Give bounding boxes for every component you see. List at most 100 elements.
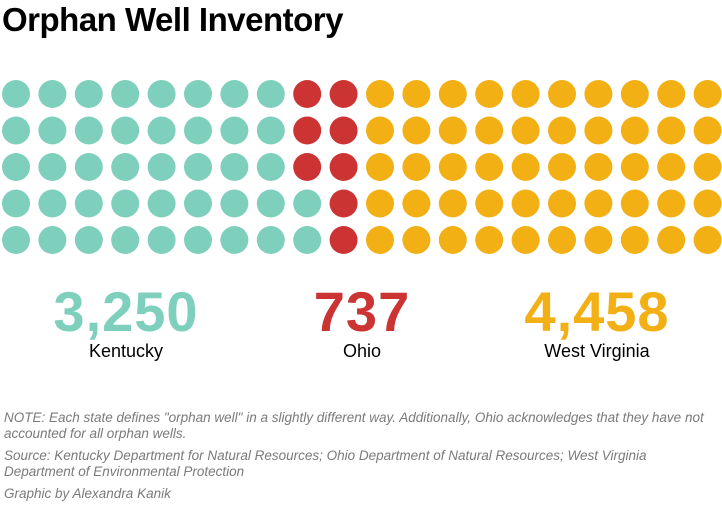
waffle-dot-west-virginia — [693, 226, 722, 254]
waffle-dot-west-virginia — [657, 116, 686, 145]
waffle-dot-kentucky — [184, 153, 212, 181]
waffle-dot-kentucky — [184, 116, 212, 145]
waffle-dot-kentucky — [38, 153, 67, 181]
waffle-dot-west-virginia — [548, 226, 576, 254]
waffle-dot-kentucky — [2, 116, 30, 145]
stat-value-kentucky: 3,250 — [53, 280, 199, 343]
waffle-dot-kentucky — [111, 153, 140, 181]
waffle-dot-kentucky — [293, 226, 322, 254]
waffle-dot-west-virginia — [366, 189, 394, 218]
waffle-dot-west-virginia — [620, 226, 649, 254]
waffle-dot-west-virginia — [548, 189, 576, 218]
waffle-dot-kentucky — [220, 153, 249, 181]
waffle-dot-kentucky — [220, 189, 249, 218]
source-text: Source: Kentucky Department for Natural … — [4, 448, 647, 479]
credit-text: Graphic by Alexandra Kanik — [4, 486, 171, 501]
waffle-dot-west-virginia — [438, 80, 467, 108]
waffle-dot-west-virginia — [620, 189, 649, 218]
waffle-dot-west-virginia — [620, 116, 649, 145]
waffle-dot-kentucky — [256, 80, 285, 108]
waffle-dot-kentucky — [147, 116, 176, 145]
waffle-dot-kentucky — [184, 80, 212, 108]
waffle-dot-ohio — [329, 116, 358, 145]
waffle-dot-west-virginia — [402, 153, 431, 181]
waffle-dot-ohio — [329, 189, 358, 218]
waffle-dot-kentucky — [184, 189, 212, 218]
waffle-dot-ohio — [293, 80, 322, 108]
waffle-dot-west-virginia — [366, 116, 394, 145]
footnotes: NOTE: Each state defines "orphan well" i… — [4, 410, 716, 508]
stat-label-ohio: Ohio — [342, 341, 382, 361]
waffle-dot-kentucky — [74, 226, 103, 254]
stat-label-kentucky: Kentucky — [88, 341, 164, 361]
waffle-dot-kentucky — [111, 116, 140, 145]
waffle-chart — [2, 80, 722, 254]
waffle-dot-west-virginia — [438, 153, 467, 181]
waffle-dot-west-virginia — [402, 226, 431, 254]
waffle-dot-west-virginia — [548, 116, 576, 145]
waffle-dot-west-virginia — [657, 189, 686, 218]
waffle-dot-west-virginia — [693, 153, 722, 181]
waffle-dot-west-virginia — [438, 226, 467, 254]
waffle-dot-west-virginia — [511, 153, 540, 181]
waffle-dot-kentucky — [256, 226, 285, 254]
waffle-dot-west-virginia — [693, 116, 722, 145]
waffle-dot-west-virginia — [366, 153, 394, 181]
waffle-dot-west-virginia — [693, 189, 722, 218]
waffle-dot-west-virginia — [511, 189, 540, 218]
waffle-dot-west-virginia — [657, 153, 686, 181]
waffle-dot-west-virginia — [438, 189, 467, 218]
waffle-dot-west-virginia — [475, 116, 504, 145]
waffle-dot-west-virginia — [584, 116, 613, 145]
waffle-dot-west-virginia — [475, 189, 504, 218]
waffle-dot-kentucky — [147, 226, 176, 254]
waffle-dot-kentucky — [74, 189, 103, 218]
waffle-dot-kentucky — [38, 116, 67, 145]
waffle-dot-west-virginia — [548, 153, 576, 181]
waffle-dot-kentucky — [184, 226, 212, 254]
waffle-dot-west-virginia — [402, 80, 431, 108]
waffle-dot-west-virginia — [366, 80, 394, 108]
waffle-dot-kentucky — [111, 189, 140, 218]
waffle-dot-kentucky — [2, 189, 30, 218]
waffle-dot-west-virginia — [693, 80, 722, 108]
waffle-dot-west-virginia — [620, 80, 649, 108]
waffle-dot-kentucky — [111, 80, 140, 108]
waffle-dot-west-virginia — [402, 189, 431, 218]
stat-kentucky: 3,250 Kentucky — [26, 282, 226, 362]
stat-label-west-virginia: West Virginia — [544, 341, 650, 361]
waffle-dot-kentucky — [147, 80, 176, 108]
waffle-dot-west-virginia — [402, 116, 431, 145]
waffle-dot-west-virginia — [366, 226, 394, 254]
waffle-dot-kentucky — [220, 116, 249, 145]
waffle-dot-kentucky — [256, 153, 285, 181]
chart-title: Orphan Well Inventory — [2, 1, 343, 38]
waffle-dot-west-virginia — [584, 189, 613, 218]
waffle-dot-kentucky — [220, 80, 249, 108]
waffle-dot-west-virginia — [657, 226, 686, 254]
waffle-dot-west-virginia — [620, 153, 649, 181]
waffle-dot-kentucky — [2, 153, 30, 181]
waffle-dot-kentucky — [256, 116, 285, 145]
waffle-dot-kentucky — [147, 189, 176, 218]
waffle-dot-west-virginia — [584, 80, 613, 108]
waffle-dot-kentucky — [38, 80, 67, 108]
waffle-dot-kentucky — [147, 153, 176, 181]
waffle-dot-west-virginia — [475, 226, 504, 254]
waffle-dot-kentucky — [74, 153, 103, 181]
waffle-dot-west-virginia — [584, 226, 613, 254]
waffle-dot-west-virginia — [657, 80, 686, 108]
waffle-dot-kentucky — [38, 226, 67, 254]
waffle-dot-west-virginia — [511, 116, 540, 145]
waffle-dot-kentucky — [38, 189, 67, 218]
waffle-dot-west-virginia — [511, 226, 540, 254]
waffle-dot-ohio — [293, 116, 322, 145]
stat-value-ohio: 737 — [313, 280, 411, 343]
stat-west-virginia: 4,458 West Virginia — [497, 282, 697, 362]
waffle-dot-ohio — [329, 153, 358, 181]
waffle-dot-kentucky — [220, 226, 249, 254]
waffle-dot-kentucky — [2, 226, 30, 254]
waffle-dot-ohio — [329, 226, 358, 254]
waffle-dot-west-virginia — [584, 153, 613, 181]
waffle-dot-west-virginia — [438, 116, 467, 145]
